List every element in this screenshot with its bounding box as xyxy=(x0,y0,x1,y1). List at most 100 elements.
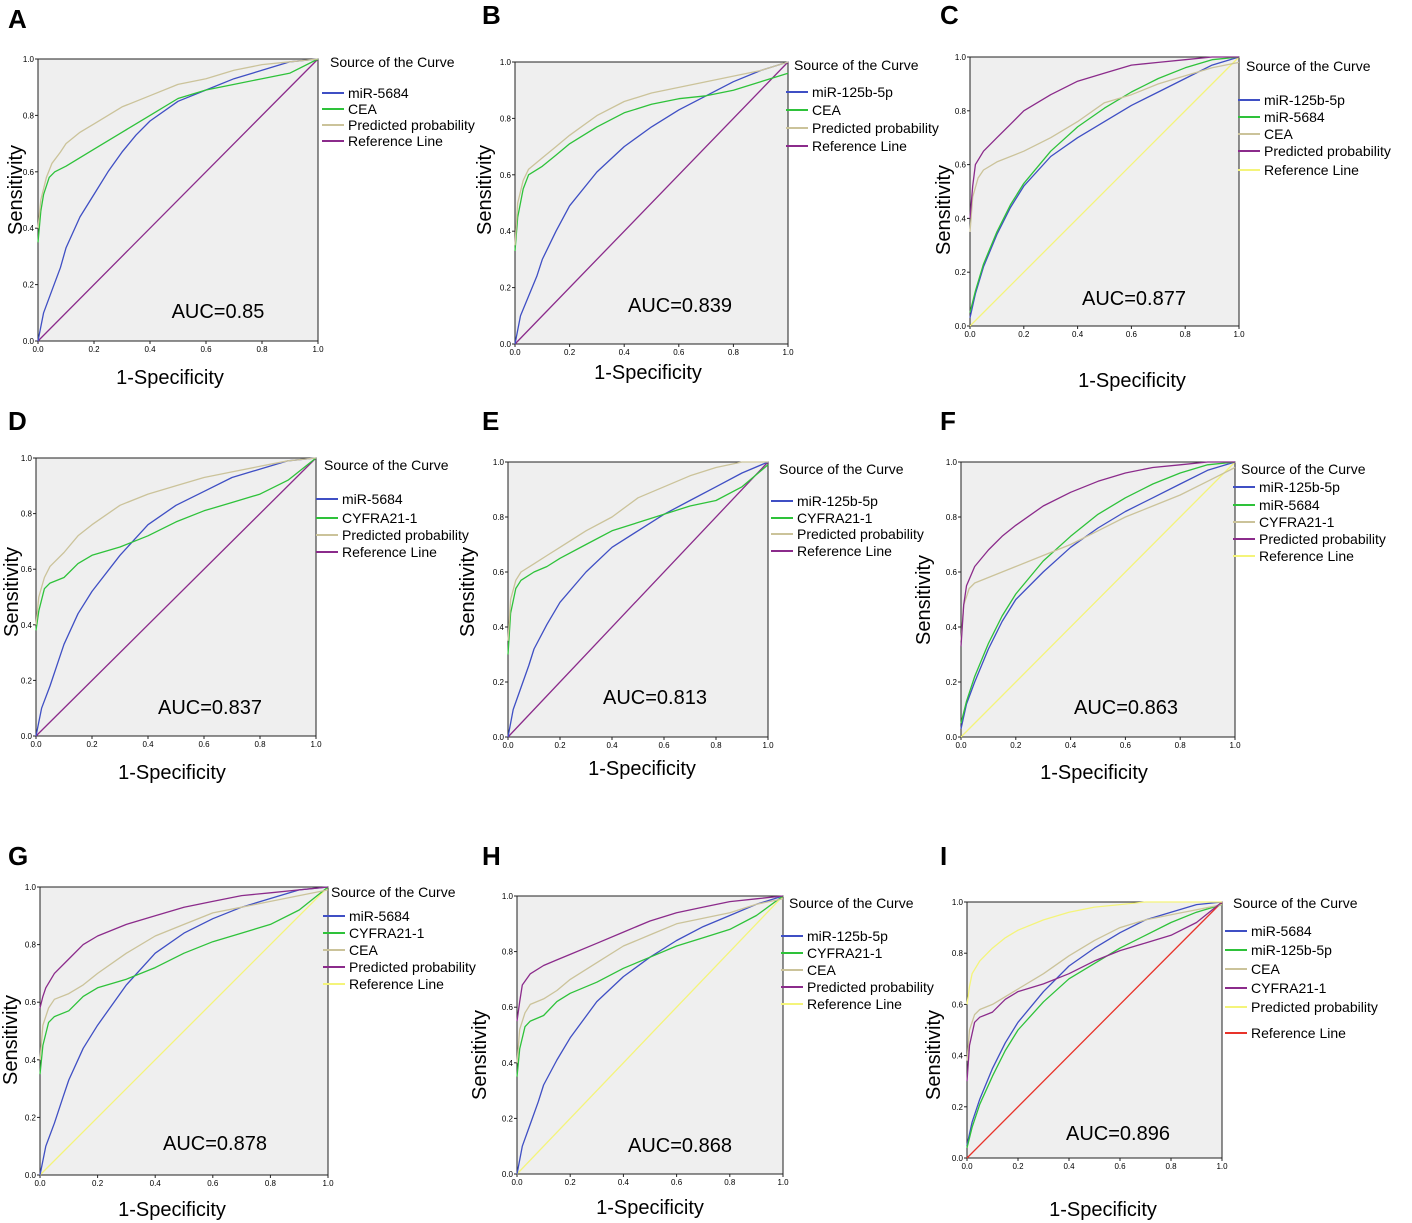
panel-h-y-tick-label: 1.0 xyxy=(502,892,514,901)
panel-g-y-tick-label: 1.0 xyxy=(25,883,37,892)
panel-g-legend-item: CEA xyxy=(349,942,378,958)
panel-b-x-tick-label: 0.8 xyxy=(728,348,740,357)
panel-e-series-cyfra21-1 xyxy=(507,464,769,655)
panel-e-y-tick-label: 0.6 xyxy=(493,568,505,577)
panel-c-auc-label: AUC=0.877 xyxy=(1082,288,1186,310)
panel-g-series-cyfra21-1 xyxy=(39,886,329,1075)
panel-d-series-reference-line xyxy=(35,457,317,737)
panel-f-y-tick-label: 0.6 xyxy=(946,568,958,577)
panel-d-legend-item: miR-5684 xyxy=(342,491,403,507)
panel-h-series-predicted-probability xyxy=(516,895,784,1022)
panel-a-x-axis-label: 1-Specificity xyxy=(116,367,224,389)
panel-h: H 0.00.0 0.2 0.2 0.4 0.4 0.6 0.6 0.8 0.8 1.0 1.0 AUC… xyxy=(469,841,934,1219)
panel-e-y-tick-label: 1.0 xyxy=(493,458,505,467)
panel-c-series-cea xyxy=(969,61,1240,232)
panel-h-x-tick-label: 0.0 xyxy=(511,1178,523,1187)
panel-c-x-tick-label: 0.6 xyxy=(1126,330,1138,339)
panel-g-series-cea xyxy=(39,889,329,1060)
panel-f-x-tick-label: 1.0 xyxy=(1229,741,1241,750)
panel-h-x-tick-label: 0.2 xyxy=(565,1178,577,1187)
panel-g-legend-item: CYFRA21-1 xyxy=(349,925,425,941)
panel-c-x-tick-label: 0.2 xyxy=(1018,330,1030,339)
panel-d-y-tick-label: 0.0 xyxy=(21,732,33,741)
panel-a-y-tick-label: 0.4 xyxy=(23,224,35,233)
panel-b-x-tick-label: 0.6 xyxy=(673,348,685,357)
panel-f-x-tick-label: 0.6 xyxy=(1120,741,1132,750)
panel-d-x-tick-label: 0.2 xyxy=(86,740,98,749)
panel-h-y-tick-label: 0.4 xyxy=(502,1059,514,1068)
panel-f-x-tick-label: 0.0 xyxy=(955,741,967,750)
panel-h-series-reference-line xyxy=(516,895,784,1175)
panel-g-auc-label: AUC=0.878 xyxy=(163,1133,267,1155)
panel-d-series-cyfra21-1 xyxy=(35,457,317,631)
panel-e: E 0.00.0 0.2 0.2 0.4 0.4 0.6 0.6 0.8 0.8 1.0 1.0 AUC… xyxy=(457,406,924,780)
panel-h-letter: H xyxy=(482,841,501,871)
panel-b-auc-label: AUC=0.839 xyxy=(628,295,732,317)
panel-h-y-tick-label: 0.2 xyxy=(502,1114,514,1123)
panel-i-y-tick-label: 1.0 xyxy=(952,898,964,907)
panel-i-letter: I xyxy=(940,841,947,871)
panel-c-legend-item: miR-125b-5p xyxy=(1264,92,1345,108)
panel-f-y-tick-label: 0.2 xyxy=(946,678,958,687)
panel-d-legend-title: Source of the Curve xyxy=(324,457,449,473)
panel-a-series-mir-5684 xyxy=(37,58,319,342)
panel-b-legend-item: Predicted probability xyxy=(812,120,939,136)
panel-f-x-tick-label: 0.8 xyxy=(1175,741,1187,750)
panel-a-y-tick-label: 0.6 xyxy=(23,168,35,177)
panel-e-x-tick-label: 0.2 xyxy=(554,741,566,750)
panel-b-x-tick-label: 1.0 xyxy=(782,348,794,357)
panel-e-x-tick-label: 0.8 xyxy=(710,741,722,750)
panel-h-legend-item: CEA xyxy=(807,962,836,978)
panel-g-y-tick-label: 0.8 xyxy=(25,941,37,950)
panel-i-legend-item: CEA xyxy=(1251,961,1280,977)
panel-c-legend-item: Predicted probability xyxy=(1264,143,1391,159)
panel-f-auc-label: AUC=0.863 xyxy=(1074,697,1178,719)
panel-b-y-tick-label: 1.0 xyxy=(500,58,512,67)
panel-g-x-tick-label: 1.0 xyxy=(322,1179,334,1188)
panel-f: F 0.00.0 0.2 0.2 0.4 0.4 0.6 0.6 0.8 0.8 1.0 1.0 AUC… xyxy=(913,406,1386,784)
panel-f-series-reference-line xyxy=(960,461,1236,738)
panel-g-series-predicted-probability xyxy=(39,886,329,1009)
panel-c-x-tick-label: 0.8 xyxy=(1180,330,1192,339)
panel-a-y-tick-label: 0.8 xyxy=(23,111,35,120)
panel-f-series-mir-5684 xyxy=(960,461,1236,724)
panel-a-series-cea xyxy=(37,58,319,243)
panel-b-y-tick-label: 0.0 xyxy=(500,340,512,349)
panel-d-y-tick-label: 0.8 xyxy=(21,510,33,519)
panel-f-y-tick-label: 1.0 xyxy=(946,458,958,467)
panel-d-legend-item: Reference Line xyxy=(342,544,437,560)
panel-c-series-mir-5684 xyxy=(969,56,1240,313)
panel-c-y-axis-label: Sensitivity xyxy=(933,165,955,255)
panel-h-x-axis-label: 1-Specificity xyxy=(596,1197,704,1219)
panel-e-y-tick-label: 0.4 xyxy=(493,623,505,632)
panel-e-legend-item: Reference Line xyxy=(797,543,892,559)
panel-i-legend-item: miR-125b-5p xyxy=(1251,942,1332,958)
panel-c-x-axis-label: 1-Specificity xyxy=(1078,370,1186,392)
panel-g-x-axis-label: 1-Specificity xyxy=(118,1199,226,1221)
panel-h-legend-item: Predicted probability xyxy=(807,979,934,995)
panel-g-series-mir-5684 xyxy=(39,886,329,1176)
panel-e-x-tick-label: 1.0 xyxy=(762,741,774,750)
panel-a-x-tick-label: 0.2 xyxy=(88,345,100,354)
panel-g-x-tick-label: 0.4 xyxy=(150,1179,162,1188)
panel-i-legend-title: Source of the Curve xyxy=(1233,895,1358,911)
panel-f-y-axis-label: Sensitivity xyxy=(913,555,935,645)
panel-f-series-cyfra21-1 xyxy=(960,466,1236,641)
panel-f-legend-item: CYFRA21-1 xyxy=(1259,514,1335,530)
panel-i-series-cyfra21-1 xyxy=(966,901,1223,1082)
panel-g-y-tick-label: 0.2 xyxy=(25,1113,37,1122)
panel-f-y-tick-label: 0.4 xyxy=(946,623,958,632)
panel-e-legend-item: CYFRA21-1 xyxy=(797,510,873,526)
panel-g-y-axis-label: Sensitivity xyxy=(0,995,22,1085)
panel-f-y-tick-label: 0.0 xyxy=(946,733,958,742)
panel-d: D 0.00.0 0.2 0.2 0.4 0.4 0.6 0.6 0.8 0.8 1.0 1.0 AUC… xyxy=(1,406,469,784)
panel-i-series-cea xyxy=(966,903,1223,1061)
panel-d-series-predicted-probability xyxy=(35,457,317,625)
panel-c-x-tick-label: 0.0 xyxy=(964,330,976,339)
panel-a-y-tick-label: 0.0 xyxy=(23,337,35,346)
panel-g-y-tick-label: 0.4 xyxy=(25,1056,37,1065)
panel-c-y-tick-label: 0.4 xyxy=(955,214,967,223)
panel-h-legend-item: miR-125b-5p xyxy=(807,928,888,944)
panel-e-series-mir-125b-5p xyxy=(507,461,769,738)
